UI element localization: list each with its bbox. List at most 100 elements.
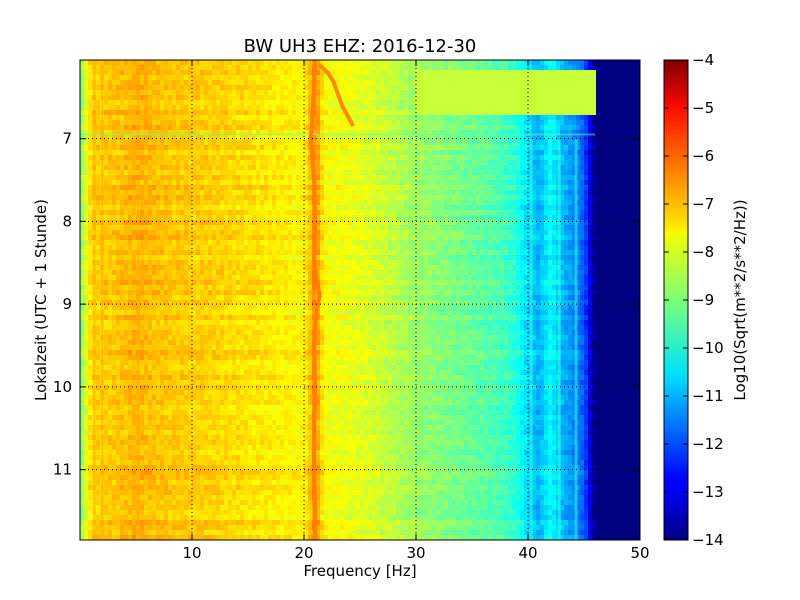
heatmap-cell xyxy=(360,90,365,96)
heatmap-cell xyxy=(292,170,297,176)
heatmap-cell xyxy=(332,210,337,216)
heatmap-cell xyxy=(284,80,289,86)
heatmap-cell xyxy=(596,65,601,71)
heatmap-cell xyxy=(484,140,489,146)
heatmap-cell xyxy=(548,205,553,211)
heatmap-cell xyxy=(488,75,493,81)
heatmap-cell xyxy=(164,230,169,236)
heatmap-cell xyxy=(180,75,185,81)
heatmap-cell xyxy=(448,215,453,221)
heatmap-cell xyxy=(344,215,349,221)
heatmap-cell xyxy=(300,185,305,191)
heatmap-cell xyxy=(316,125,321,131)
heatmap-cell xyxy=(224,100,229,106)
heatmap-cell xyxy=(484,65,489,71)
heatmap-cell xyxy=(424,70,429,76)
heatmap-cell xyxy=(616,190,621,196)
heatmap-cell xyxy=(480,225,485,231)
heatmap-cell xyxy=(536,85,541,91)
heatmap-cell xyxy=(228,140,233,146)
heatmap-cell xyxy=(372,95,377,101)
heatmap-cell xyxy=(80,65,85,71)
heatmap-cell xyxy=(204,110,209,116)
heatmap-cell xyxy=(340,65,345,71)
heatmap-cell xyxy=(168,155,173,161)
heatmap-cell xyxy=(380,80,385,86)
heatmap-cell xyxy=(456,110,461,116)
heatmap-cell xyxy=(544,180,549,186)
heatmap-cell xyxy=(552,140,557,146)
heatmap-cell xyxy=(152,180,157,186)
heatmap-cell xyxy=(532,180,537,186)
heatmap-cell xyxy=(404,190,409,196)
heatmap-cell xyxy=(248,185,253,191)
heatmap-cell xyxy=(444,70,449,76)
heatmap-cell xyxy=(388,195,393,201)
heatmap-cell xyxy=(104,190,109,196)
heatmap-cell xyxy=(552,115,557,121)
heatmap-cell xyxy=(520,70,525,76)
heatmap-cell xyxy=(320,120,325,126)
heatmap-cell xyxy=(172,140,177,146)
heatmap-cell xyxy=(400,80,405,86)
heatmap-cell xyxy=(468,150,473,156)
heatmap-cell xyxy=(240,75,245,81)
heatmap-cell xyxy=(84,210,89,216)
heatmap-cell xyxy=(244,160,249,166)
heatmap-cell xyxy=(636,150,640,156)
heatmap-cell xyxy=(392,140,397,146)
heatmap-cell xyxy=(472,165,477,171)
heatmap-cell xyxy=(244,215,249,221)
heatmap-cell xyxy=(616,155,621,161)
heatmap-cell xyxy=(196,80,201,86)
heatmap-cell xyxy=(628,140,633,146)
heatmap-cell xyxy=(408,170,413,176)
heatmap-cell xyxy=(144,70,149,76)
heatmap-cell xyxy=(172,90,177,96)
heatmap-cell xyxy=(316,180,321,186)
heatmap-cell xyxy=(536,140,541,146)
heatmap-cell xyxy=(104,150,109,156)
heatmap-cell xyxy=(440,160,445,166)
heatmap-cell xyxy=(600,95,605,101)
heatmap-cell xyxy=(212,225,217,231)
heatmap-cell xyxy=(468,195,473,201)
heatmap-cell xyxy=(536,195,541,201)
heatmap-cell xyxy=(540,110,545,116)
heatmap-cell xyxy=(204,65,209,71)
heatmap-cell xyxy=(492,145,497,151)
heatmap-cell xyxy=(588,105,593,111)
heatmap-cell xyxy=(536,190,541,196)
heatmap-cell xyxy=(548,115,553,121)
heatmap-cell xyxy=(152,140,157,146)
heatmap-cell xyxy=(600,170,605,176)
heatmap-cell xyxy=(456,225,461,231)
heatmap-cell xyxy=(596,225,601,231)
heatmap-cell xyxy=(548,180,553,186)
heatmap-cell xyxy=(604,175,609,181)
heatmap-cell xyxy=(508,160,513,166)
heatmap-cell xyxy=(176,90,181,96)
heatmap-cell xyxy=(152,130,157,136)
heatmap-cell xyxy=(520,155,525,161)
heatmap-cell xyxy=(616,140,621,146)
heatmap-cell xyxy=(412,85,417,91)
heatmap-cell xyxy=(476,200,481,206)
heatmap-cell xyxy=(244,175,249,181)
heatmap-cell xyxy=(600,100,605,106)
heatmap-cell xyxy=(120,140,125,146)
heatmap-cell xyxy=(476,95,481,101)
heatmap-cell xyxy=(344,140,349,146)
heatmap-cell xyxy=(164,80,169,86)
heatmap-cell xyxy=(448,120,453,126)
heatmap-cell xyxy=(116,225,121,231)
heatmap-cell xyxy=(312,150,317,156)
heatmap-cell xyxy=(212,75,217,81)
heatmap-cell xyxy=(588,110,593,116)
heatmap-cell xyxy=(320,125,325,131)
heatmap-cell xyxy=(504,135,509,141)
heatmap-cell xyxy=(420,185,425,191)
heatmap-cell xyxy=(140,110,145,116)
heatmap-cell xyxy=(160,75,165,81)
heatmap-cell xyxy=(80,210,85,216)
